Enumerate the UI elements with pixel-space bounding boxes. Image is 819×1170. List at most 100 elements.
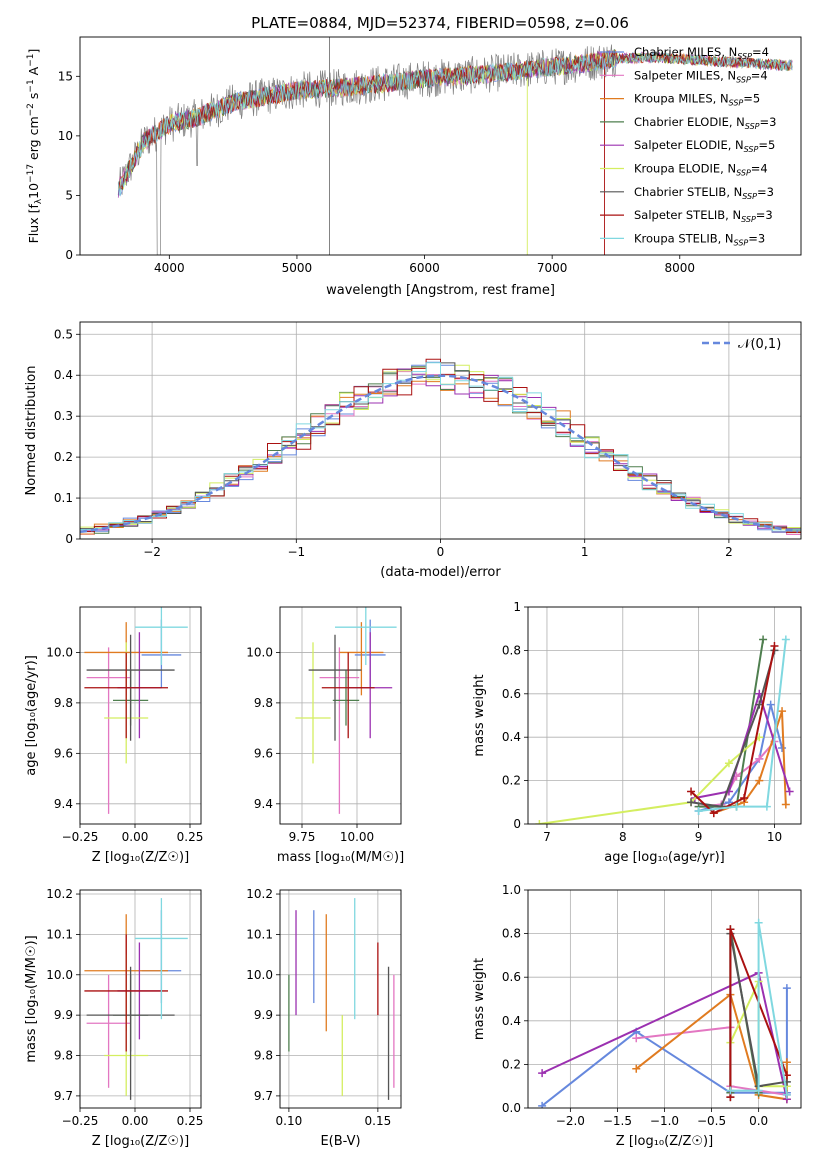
x-tick-label: 8000	[664, 261, 695, 275]
y-tick-label: 0.2	[502, 774, 521, 788]
x-axis-label: Z [log₁₀(Z/Z☉)]	[92, 850, 189, 865]
y-tick-label: 10.2	[246, 887, 273, 901]
axes-frame	[79, 889, 202, 1109]
weight-marker	[781, 635, 790, 644]
y-tick-label: 10.1	[46, 927, 73, 941]
x-tick-label: −1.0	[650, 1114, 679, 1128]
weight_vs_age-panel: 7 8 9 10 0 0.2 0.4 0.6 0.8 1 age [log₁₀(age/yr)] ma…	[472, 600, 802, 865]
y-axis-label: age [log₁₀(age/yr)]	[24, 655, 39, 776]
weight-marker	[754, 918, 763, 927]
weight-marker	[755, 754, 764, 763]
x-axis-label: E(B-V)	[320, 1134, 360, 1149]
x-tick-label: 0.0	[749, 1114, 768, 1128]
x-tick-label: 4000	[154, 261, 185, 275]
y-tick-label: 0	[65, 248, 73, 262]
age_vs_z-marks	[84, 607, 188, 814]
x-tick-label: 8	[619, 830, 627, 844]
x-tick-label: 0.10	[276, 1114, 303, 1128]
x-tick-label: 2	[725, 545, 733, 559]
y-tick-label: 0.6	[502, 687, 521, 701]
residuals-panel: −2 −1 0 1 2 0 0.1 0.2 0.3 0.4 0.5 𝒩(0,1) (data-model…	[24, 321, 802, 580]
mass_vs_z-marks	[84, 898, 188, 1100]
x-axis-label: age [log₁₀(age/yr)]	[604, 850, 725, 865]
x-tick-label: −0.5	[697, 1114, 726, 1128]
weight-marker	[762, 802, 771, 811]
y-tick-label: 10.0	[46, 968, 73, 982]
weight-line-6	[690, 650, 776, 808]
x-tick-label: 1	[581, 545, 589, 559]
x-tick-label: 7	[543, 830, 551, 844]
x-tick-label: 9.75	[289, 830, 316, 844]
x-tick-label: 0.00	[122, 1114, 149, 1128]
weight-marker	[632, 1034, 641, 1043]
y-tick-label: 1	[513, 600, 521, 614]
weight-marker	[724, 759, 733, 768]
y-tick-label: 0.5	[54, 327, 73, 341]
x-tick-label: 9	[695, 830, 703, 844]
weight-marker	[538, 1069, 547, 1078]
weight-marker	[770, 642, 779, 651]
x-axis-label: (data-model)/error	[380, 565, 501, 580]
y-tick-label: 0.6	[502, 970, 521, 984]
weight_vs_z-panel: −2.0 −1.5 −1.0 −0.5 0.0 0.0 0.2 0.4 0.6 0.8 1.0 Z […	[472, 883, 802, 1149]
legend-entry: Chabrier MILES, NSSP=4	[634, 45, 769, 61]
age_vs_z-panel: −0.25 0.00 0.25 9.4 9.6 9.8 10.0 Z [log₁₀(Z/Z☉)…	[24, 606, 203, 865]
y-tick-label: 9.7	[254, 1089, 273, 1103]
mass_vs_ebv-marks	[288, 898, 395, 1100]
weight-marker	[778, 707, 787, 716]
weight-marker	[754, 1086, 763, 1095]
legend-entry: Kroupa STELIB, NSSP=3	[634, 231, 765, 247]
y-tick-label: 9.8	[54, 1049, 73, 1063]
x-axis-label: Z [log₁₀(Z/Z☉)]	[616, 1134, 713, 1149]
spectrum-panel: 4000 5000 6000 7000 8000 0 5 10 15 Chabrier MILES…	[26, 36, 802, 298]
x-tick-label: 0.15	[365, 1114, 392, 1128]
weight_vs_age-marks	[535, 635, 794, 824]
axes-frame	[279, 889, 402, 1109]
weight-marker	[538, 1101, 547, 1108]
weight-line-8	[698, 639, 787, 812]
x-tick-label: −1	[287, 545, 305, 559]
age_vs_mass-panel: 9.75 10.00 9.4 9.6 9.8 10.0 mass [log₁₀(M/M☉)]	[246, 606, 404, 865]
weight-line-8	[730, 922, 788, 1096]
x-tick-label: −0.25	[62, 830, 99, 844]
x-tick-label: 10	[767, 830, 782, 844]
legend-entry: Chabrier ELODIE, NSSP=3	[634, 115, 776, 131]
y-tick-label: 10.0	[46, 645, 73, 659]
y-tick-label: 1.0	[502, 883, 521, 897]
weight-marker	[732, 802, 741, 811]
weight-marker	[535, 820, 544, 824]
weight-marker	[709, 809, 718, 818]
weight-marker	[782, 1090, 791, 1099]
y-tick-label: 0.4	[502, 730, 521, 744]
y-tick-label: 0	[513, 817, 521, 831]
weight-marker	[687, 787, 696, 796]
x-tick-label: 5000	[282, 261, 313, 275]
weight-marker	[778, 744, 787, 753]
figure-title: PLATE=0884, MJD=52374, FIBERID=0598, z=0…	[251, 14, 629, 32]
legend-entry: Salpeter STELIB, NSSP=3	[634, 208, 773, 224]
axes-frame	[79, 36, 802, 256]
axes-frame	[527, 606, 802, 825]
y-tick-label: 5	[65, 188, 73, 202]
weight-line-5	[539, 736, 760, 824]
y-tick-label: 9.6	[54, 746, 73, 760]
x-tick-label: 0.25	[177, 1114, 204, 1128]
weight-marker	[755, 776, 764, 785]
x-tick-label: 6000	[409, 261, 440, 275]
y-tick-label: 0.8	[502, 643, 521, 657]
y-tick-label: 10.2	[46, 887, 73, 901]
axes-frame	[79, 606, 202, 825]
y-tick-label: 9.4	[54, 797, 73, 811]
model-line-8	[117, 51, 793, 196]
weight-marker	[782, 1058, 791, 1067]
x-tick-label: −1.5	[603, 1114, 632, 1128]
y-tick-label: 9.8	[54, 696, 73, 710]
weight-marker	[759, 635, 768, 644]
weight-marker	[687, 798, 696, 807]
x-axis-label: wavelength [Angstrom, rest frame]	[326, 283, 555, 298]
y-tick-label: 0.2	[502, 1057, 521, 1071]
x-axis-label: mass [log₁₀(M/M☉)]	[277, 850, 404, 865]
histogram-8	[80, 362, 801, 535]
x-tick-label: −2.0	[556, 1114, 585, 1128]
spectrum-marks	[117, 37, 793, 255]
